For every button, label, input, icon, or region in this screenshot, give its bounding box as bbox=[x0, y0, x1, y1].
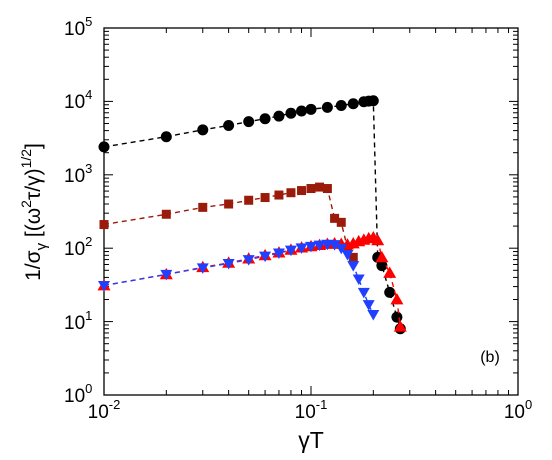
data-point bbox=[197, 124, 209, 136]
data-point bbox=[160, 269, 173, 281]
data-point bbox=[223, 119, 235, 131]
y-axis-label: 1/σγ [(ω2τ/γ)1/2] bbox=[18, 143, 50, 281]
data-point bbox=[259, 251, 272, 263]
data-point bbox=[260, 193, 270, 203]
data-point bbox=[243, 116, 255, 128]
data-point bbox=[383, 266, 397, 278]
data-point bbox=[196, 263, 209, 274]
data-point bbox=[362, 300, 375, 311]
y-tick-label: 100 bbox=[64, 381, 92, 407]
data-point bbox=[335, 99, 347, 111]
x-tick-labels: 10-2 10-1 100 bbox=[88, 397, 533, 423]
y-tick-labels: 100 101 102 103 104 105 bbox=[64, 14, 92, 407]
series-line bbox=[103, 243, 374, 315]
series-line bbox=[103, 100, 401, 329]
data-point bbox=[390, 293, 404, 305]
data-point bbox=[285, 107, 297, 119]
data-point bbox=[160, 131, 172, 143]
data-point bbox=[259, 113, 271, 125]
data-point bbox=[284, 245, 297, 257]
data-point bbox=[322, 184, 332, 194]
y-tick-label: 101 bbox=[64, 308, 92, 334]
data-point bbox=[375, 250, 389, 263]
data-point bbox=[347, 261, 360, 272]
data-point bbox=[348, 252, 358, 262]
data-point bbox=[161, 209, 171, 219]
data-point bbox=[272, 248, 285, 260]
data-point bbox=[306, 184, 316, 194]
data-point bbox=[336, 217, 346, 227]
data-point bbox=[335, 243, 348, 255]
data-point bbox=[352, 274, 365, 286]
data-point bbox=[393, 320, 407, 332]
data-point bbox=[330, 213, 340, 223]
data-point bbox=[286, 188, 296, 198]
data-point bbox=[328, 240, 341, 251]
series-square bbox=[99, 182, 358, 262]
data-point bbox=[99, 220, 109, 230]
data-point bbox=[341, 250, 354, 261]
data-point bbox=[367, 309, 380, 321]
y-tick-label: 103 bbox=[64, 161, 92, 187]
data-point bbox=[313, 240, 326, 252]
data-point bbox=[321, 101, 333, 113]
data-point bbox=[98, 281, 110, 292]
data-point bbox=[384, 286, 396, 298]
data-point bbox=[376, 260, 388, 272]
panel-label: (b) bbox=[480, 349, 500, 366]
data-point bbox=[296, 105, 308, 117]
data-point bbox=[297, 186, 307, 196]
data-point bbox=[367, 95, 379, 107]
x-tick-label: 100 bbox=[504, 397, 532, 423]
y-tick-label: 102 bbox=[64, 234, 92, 260]
x-axis-label: γT bbox=[298, 427, 324, 453]
data-point bbox=[274, 190, 284, 200]
series-layer bbox=[97, 95, 407, 335]
axis-ticks bbox=[103, 28, 518, 396]
data-point bbox=[391, 311, 403, 323]
y-tick-label: 104 bbox=[64, 87, 92, 113]
series-line bbox=[103, 236, 401, 327]
series-circle bbox=[98, 95, 406, 335]
data-point bbox=[242, 255, 255, 266]
data-point bbox=[305, 103, 317, 115]
data-point bbox=[371, 233, 385, 246]
data-point bbox=[273, 110, 285, 122]
data-point bbox=[315, 182, 325, 192]
data-point bbox=[98, 141, 110, 153]
data-point bbox=[305, 241, 317, 253]
data-point bbox=[347, 98, 359, 110]
x-tick-label: 10-2 bbox=[88, 397, 121, 423]
data-point bbox=[357, 287, 370, 299]
data-point bbox=[224, 199, 234, 209]
x-tick-label: 10-1 bbox=[295, 397, 328, 423]
data-point bbox=[295, 243, 308, 254]
y-tick-label: 105 bbox=[64, 14, 92, 40]
data-point bbox=[198, 202, 208, 212]
series-triangle-down bbox=[98, 239, 380, 321]
data-point bbox=[222, 258, 235, 270]
data-point bbox=[244, 195, 254, 205]
